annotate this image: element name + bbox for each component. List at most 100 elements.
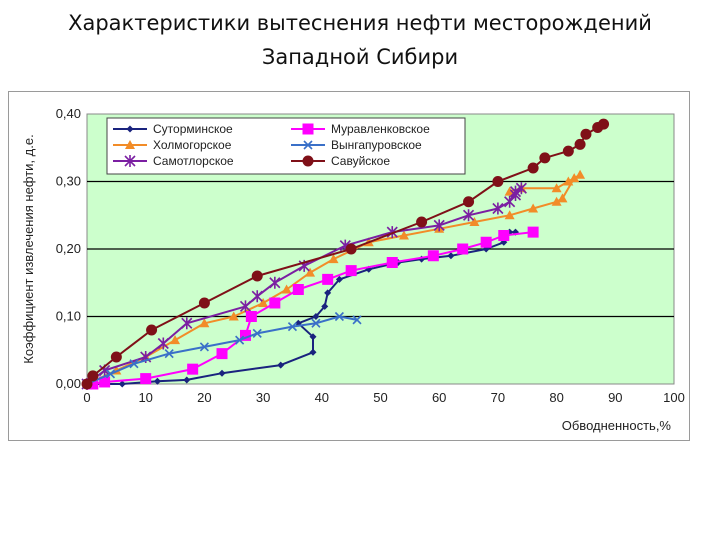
data-point <box>539 152 551 164</box>
data-point <box>569 173 580 183</box>
data-point <box>105 369 116 379</box>
data-point <box>81 378 93 390</box>
data-point <box>239 300 252 313</box>
data-point <box>183 376 191 384</box>
data-point <box>492 176 504 187</box>
data-point <box>574 138 586 150</box>
data-point <box>352 315 362 325</box>
legend-marker <box>125 140 135 149</box>
data-point <box>328 254 339 264</box>
data-point <box>598 118 610 130</box>
legend-marker <box>124 155 136 167</box>
data-point <box>251 270 263 282</box>
data-point <box>321 302 329 310</box>
data-point <box>322 273 334 285</box>
x-tick-labels: 0 10 20 30 40 50 60 70 80 90 100 <box>83 390 684 405</box>
data-point <box>251 290 263 303</box>
legend-marker <box>302 155 314 167</box>
data-point <box>492 202 504 215</box>
data-point <box>228 311 239 321</box>
legend-box <box>106 117 466 175</box>
data-point <box>170 335 181 345</box>
data-point <box>140 373 152 385</box>
x-tick-label: 100 <box>663 390 685 405</box>
data-point <box>557 193 568 203</box>
data-point <box>110 351 122 363</box>
data-point <box>386 257 398 268</box>
legend: Суторминское Холмогорское Самотлорское Мура… <box>106 117 466 175</box>
data-point <box>309 333 317 341</box>
x-tick-label: 10 <box>138 390 152 405</box>
data-point <box>216 348 228 360</box>
y-tick-label: 0,00 <box>56 376 81 391</box>
data-point <box>311 318 321 328</box>
data-point <box>258 298 269 307</box>
data-point <box>345 265 357 277</box>
legend-item: Самотлорское <box>113 154 234 168</box>
x-tick-label: 40 <box>315 390 329 405</box>
data-point <box>281 284 292 294</box>
legend-label: Муравленковское <box>331 122 430 136</box>
legend-label: Суторминское <box>153 122 233 136</box>
data-point <box>312 313 320 320</box>
legend-item: Вынгапуровское <box>291 138 422 152</box>
series-4 <box>87 226 539 390</box>
y-axis-label: Коэффициент извлечения нефти, д.е. <box>21 134 36 363</box>
data-point <box>118 380 126 388</box>
data-point <box>480 236 492 248</box>
data-point <box>292 284 304 295</box>
chart-frame: 0,00 0,10 0,20 0,30 0,40 0 10 20 30 40 50 60 70 80 90… <box>8 91 690 441</box>
data-point <box>427 250 439 262</box>
legend-label: Вынгапуровское <box>331 138 422 152</box>
data-point <box>562 145 574 157</box>
data-point <box>187 363 199 375</box>
data-point <box>498 230 510 241</box>
data-point <box>527 162 539 174</box>
y-tick-label: 0,30 <box>56 174 81 189</box>
data-point <box>462 209 475 222</box>
y-tick-label: 0,40 <box>56 106 81 121</box>
data-point <box>129 359 139 369</box>
data-point <box>551 196 562 206</box>
data-point <box>199 318 210 328</box>
data-point <box>345 243 357 255</box>
data-point <box>277 361 285 369</box>
series-6 <box>81 118 610 390</box>
x-tick-label: 60 <box>432 390 446 405</box>
data-point <box>527 226 539 238</box>
legend-label: Холмогорское <box>153 138 232 152</box>
data-point <box>528 203 539 213</box>
data-point <box>157 337 169 350</box>
y-tick-label: 0,20 <box>56 241 81 256</box>
data-point <box>324 289 332 297</box>
data-point <box>433 219 445 232</box>
data-point <box>269 297 281 309</box>
legend-marker <box>302 123 314 135</box>
chart-svg: 0,00 0,10 0,20 0,30 0,40 0 10 20 30 40 50 60 70 80 90… <box>21 106 685 433</box>
legend-label: Савуйское <box>331 154 390 168</box>
legend-marker <box>126 125 134 133</box>
data-point <box>146 324 158 336</box>
data-point <box>457 243 469 255</box>
x-tick-label: 80 <box>549 390 563 405</box>
x-tick-label: 30 <box>256 390 270 405</box>
data-point <box>87 370 99 382</box>
x-axis-label: Обводненность,% <box>562 418 672 433</box>
title-line-2: Западной Сибири <box>261 45 459 69</box>
data-point <box>305 267 316 277</box>
legend-item: Холмогорское <box>113 138 232 152</box>
data-point <box>199 342 209 352</box>
x-tick-label: 20 <box>197 390 211 405</box>
data-point <box>235 335 245 345</box>
data-point <box>334 311 344 322</box>
legend-item: Муравленковское <box>291 122 430 136</box>
y-tick-label: 0,10 <box>56 309 81 324</box>
data-point <box>164 349 174 359</box>
data-point <box>504 186 515 196</box>
data-point <box>447 252 455 260</box>
data-point <box>463 196 475 208</box>
data-point <box>239 329 251 341</box>
y-tick-labels: 0,00 0,10 0,20 0,30 0,40 <box>56 106 81 391</box>
data-point <box>335 275 343 283</box>
data-point <box>99 376 111 388</box>
